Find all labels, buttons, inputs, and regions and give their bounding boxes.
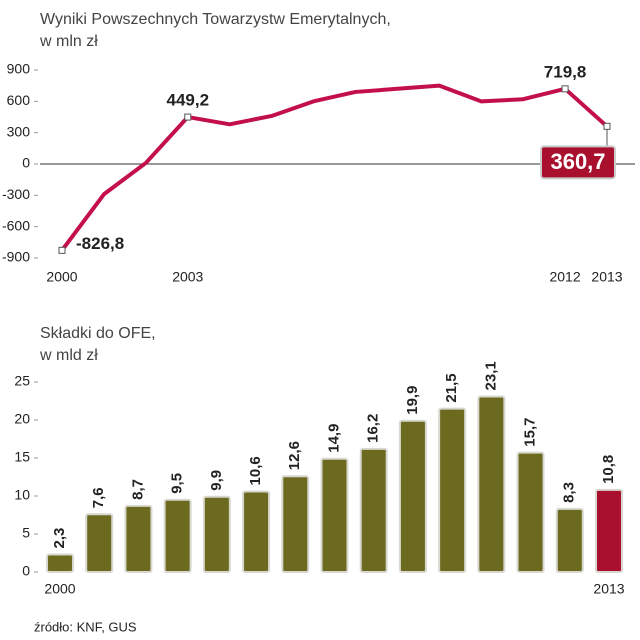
value-label: 19,9	[404, 386, 421, 415]
bar	[124, 504, 153, 574]
point-marker	[603, 122, 611, 130]
bar	[516, 451, 545, 573]
bar	[438, 407, 467, 573]
y-tick-label: 25	[14, 373, 30, 389]
chart-subtitle: w mld zł	[39, 347, 98, 364]
y-tick-label: 0	[22, 155, 30, 171]
bar	[398, 419, 427, 574]
value-label: 8,7	[129, 479, 146, 500]
x-tick-label: 2013	[593, 581, 624, 597]
y-tick-label: 5	[22, 525, 30, 541]
value-label: 14,9	[325, 424, 342, 453]
x-tick-label: 2000	[44, 581, 75, 597]
value-label: 15,7	[522, 417, 539, 446]
x-tick-label: 2003	[172, 269, 203, 285]
x-tick-label: 2012	[549, 269, 580, 285]
y-tick-label: 600	[7, 92, 31, 108]
bar	[46, 553, 74, 574]
value-label: 21,5	[443, 373, 460, 402]
value-label: 16,2	[365, 414, 382, 443]
value-label: 23,1	[482, 361, 499, 390]
value-label: 10,8	[600, 455, 617, 484]
y-tick-label: -900	[2, 249, 30, 265]
bar	[202, 495, 231, 574]
bar	[595, 488, 623, 574]
y-tick-label: 20	[14, 411, 30, 427]
chart-title: Składki do OFE,	[40, 325, 156, 342]
y-tick-label: 300	[7, 123, 31, 139]
bar	[555, 507, 584, 574]
chart-title: Wyniki Powszechnych Towarzystw Emerytaln…	[40, 11, 391, 28]
point-marker	[58, 246, 66, 254]
bar	[163, 498, 192, 573]
value-label: 2,3	[51, 528, 68, 549]
y-tick-label: -600	[2, 217, 30, 233]
y-tick-label: 15	[14, 449, 30, 465]
value-label: 7,6	[90, 487, 107, 508]
bar	[242, 490, 271, 573]
value-label: 12,6	[286, 441, 303, 470]
line	[60, 83, 609, 252]
value-label: 360,7	[550, 149, 605, 174]
point-marker	[184, 113, 192, 121]
bar	[477, 395, 506, 573]
value-label: 719,8	[544, 62, 587, 81]
chart-subtitle: w mln zł	[39, 33, 98, 50]
x-tick-label: 2000	[46, 269, 77, 285]
y-tick-label: -300	[2, 186, 30, 202]
point-marker	[561, 85, 569, 93]
bar	[85, 513, 114, 573]
value-label: 9,5	[169, 473, 186, 494]
value-label: 8,3	[561, 482, 578, 503]
value-label: 9,9	[208, 470, 225, 491]
bar	[320, 457, 349, 574]
y-tick-label: 0	[22, 563, 30, 579]
y-tick-label: 900	[7, 61, 31, 77]
value-label: 449,2	[166, 91, 209, 110]
y-tick-label: 10	[14, 487, 30, 503]
x-tick-label: 2013	[591, 269, 622, 285]
value-label: 10,6	[247, 456, 264, 485]
value-label: -826,8	[76, 234, 124, 253]
source: źródło: KNF, GUS	[34, 619, 137, 634]
bar	[281, 475, 310, 573]
bar	[359, 447, 388, 574]
label-box	[540, 145, 616, 180]
